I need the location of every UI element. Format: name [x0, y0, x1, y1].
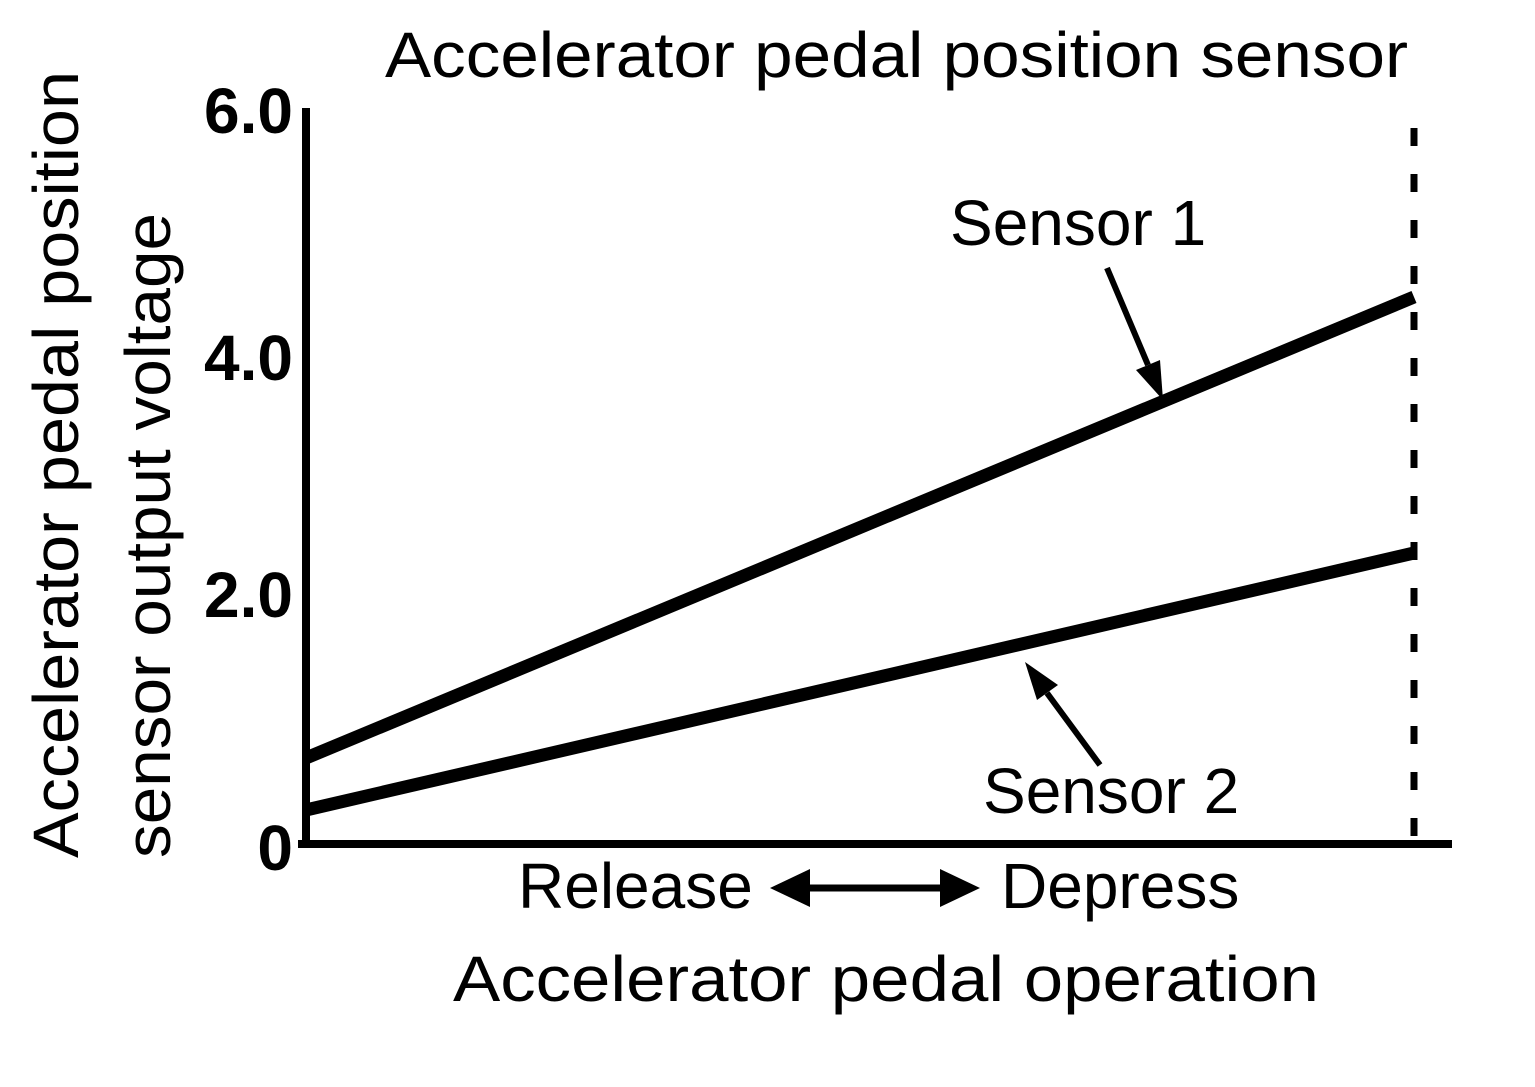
y-tick-2: 2.0: [204, 559, 293, 631]
sensor2-label: Sensor 2: [983, 755, 1239, 827]
release-label: Release: [518, 850, 753, 922]
sensor2-arrowhead-icon: [1025, 662, 1058, 700]
sensor1-arrow-line: [1104, 266, 1151, 367]
y-tick-4: 4.0: [204, 322, 293, 394]
x-axis-label: Accelerator pedal operation: [453, 943, 1319, 1015]
y-axis-label-line2: sensor output voltage: [112, 213, 184, 858]
arrow-left-icon: [770, 869, 810, 907]
depress-label: Depress: [1001, 850, 1239, 922]
sensor1-line: [303, 290, 1417, 765]
sensor2-line: [304, 546, 1416, 817]
y-tick-0: 0: [257, 812, 293, 884]
chart-title: Accelerator pedal position sensor: [385, 19, 1408, 91]
y-axis-label-line1: Accelerator pedal position: [20, 71, 92, 858]
sensor1-arrowhead-icon: [1136, 360, 1163, 400]
sensor1-label: Sensor 1: [950, 187, 1206, 259]
sensor2-arrow-line: [1044, 691, 1103, 767]
y-tick-6: 6.0: [204, 75, 293, 147]
arrow-right-icon: [940, 869, 980, 907]
